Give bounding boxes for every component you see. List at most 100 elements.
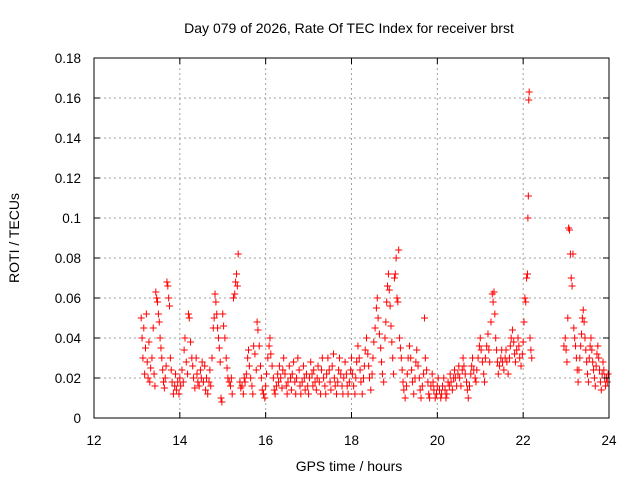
data-point	[481, 378, 489, 386]
data-point	[496, 362, 504, 370]
data-point	[189, 362, 197, 370]
data-point	[214, 324, 222, 332]
data-point	[528, 354, 536, 362]
data-point	[150, 370, 158, 378]
data-point	[282, 382, 290, 390]
data-point	[357, 378, 365, 386]
data-point	[562, 346, 570, 354]
data-point	[260, 390, 268, 398]
data-point	[442, 394, 450, 402]
data-point	[280, 354, 288, 362]
data-point	[294, 354, 302, 362]
data-point	[471, 374, 479, 382]
data-point	[248, 382, 256, 390]
x-tick-label: 16	[258, 433, 273, 448]
data-point	[210, 314, 218, 322]
data-point	[600, 366, 608, 374]
data-point	[192, 354, 200, 362]
data-point	[335, 354, 343, 362]
data-point	[510, 338, 518, 346]
data-point	[371, 324, 379, 332]
data-point	[525, 96, 533, 104]
data-point	[584, 370, 592, 378]
data-point	[481, 354, 489, 362]
data-point	[415, 374, 423, 382]
data-point	[177, 382, 185, 390]
data-point	[425, 390, 433, 398]
data-point	[351, 390, 359, 398]
data-point	[252, 366, 260, 374]
data-point	[398, 366, 406, 374]
data-point	[191, 384, 199, 392]
data-point	[253, 318, 261, 326]
data-point	[360, 374, 368, 382]
data-point	[486, 358, 494, 366]
data-point	[215, 344, 223, 352]
data-point	[265, 342, 273, 350]
data-point	[571, 334, 579, 342]
data-point	[524, 192, 532, 200]
data-point	[506, 342, 514, 350]
data-point	[414, 362, 422, 370]
data-point	[348, 370, 356, 378]
data-point	[327, 386, 335, 394]
data-point	[592, 362, 600, 370]
data-point	[245, 346, 252, 354]
data-point	[377, 344, 385, 352]
data-point	[329, 350, 337, 358]
data-point	[211, 290, 219, 298]
data-point	[344, 390, 352, 398]
data-point	[190, 374, 198, 382]
data-point	[145, 338, 153, 346]
data-point	[440, 374, 448, 382]
data-point	[196, 366, 204, 374]
data-point	[504, 370, 512, 378]
data-point	[503, 358, 511, 366]
y-tick-label: 0.14	[55, 131, 82, 146]
data-point	[251, 350, 259, 358]
data-point	[445, 382, 453, 390]
data-point	[305, 390, 313, 398]
data-point	[283, 390, 291, 398]
data-point	[570, 324, 578, 332]
data-point	[202, 386, 210, 394]
data-point	[171, 382, 179, 390]
data-point	[355, 354, 363, 362]
data-point	[212, 298, 220, 306]
data-point	[560, 342, 568, 350]
data-point	[513, 346, 521, 354]
data-point	[366, 374, 374, 382]
data-point	[287, 374, 295, 382]
data-point	[389, 354, 397, 362]
data-point	[525, 88, 533, 96]
data-point	[399, 378, 407, 386]
data-point	[526, 334, 534, 342]
data-point	[315, 378, 323, 386]
data-point	[205, 378, 213, 386]
data-point	[301, 386, 309, 394]
data-point	[418, 382, 426, 390]
data-point	[584, 378, 592, 386]
data-point	[511, 358, 519, 366]
data-point	[446, 370, 454, 378]
data-point	[568, 282, 576, 290]
data-point	[370, 338, 378, 346]
data-point	[293, 374, 301, 382]
data-point	[352, 374, 360, 382]
data-point	[384, 282, 392, 290]
data-point	[518, 350, 526, 358]
data-point	[144, 374, 152, 382]
data-point	[184, 370, 192, 378]
data-point	[384, 270, 392, 278]
data-point	[381, 334, 389, 342]
data-point	[270, 386, 278, 394]
data-point	[156, 334, 164, 342]
data-point	[587, 334, 595, 342]
data-point	[394, 298, 402, 306]
data-point	[298, 378, 306, 386]
data-point	[322, 390, 330, 398]
data-point	[477, 346, 485, 354]
data-point	[429, 378, 437, 386]
data-point	[365, 362, 373, 370]
